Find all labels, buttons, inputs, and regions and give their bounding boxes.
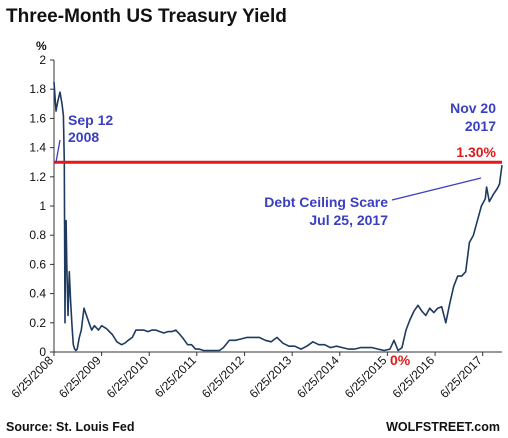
- annotation-label: 1.30%: [456, 144, 496, 160]
- y-tick-label: 0.4: [29, 287, 46, 301]
- watermark: WOLFSTREET.com: [386, 420, 500, 434]
- x-axis: 6/25/2008 6/25/2009 6/25/2010 6/25/2011 6/25…: [8, 351, 502, 401]
- y-axis-unit-label: %: [36, 39, 47, 53]
- x-tick-label: 6/25/2014: [294, 353, 342, 401]
- y-axis: 0 0.2 0.4 0.6 0.8 1 1.2 1.4 1.6 1.8 2: [29, 53, 55, 359]
- annotation-pointer: [55, 139, 61, 163]
- y-tick-label: 1.6: [29, 111, 46, 125]
- x-tick-label: 6/25/2011: [152, 353, 199, 400]
- yield-series-line: [53, 81, 503, 352]
- y-tick-label: 1.8: [29, 82, 46, 96]
- chart-title: Three-Month US Treasury Yield: [6, 6, 287, 27]
- y-tick-label: 0.6: [29, 257, 46, 271]
- y-tick-label: 0: [39, 345, 46, 359]
- x-tick-label: 6/25/2017: [437, 353, 485, 401]
- annotation-label: 0%: [390, 352, 411, 368]
- y-tick-label: 0.2: [29, 316, 46, 330]
- x-tick-label: 6/25/2012: [199, 353, 247, 401]
- x-tick-label: 6/25/2010: [104, 353, 152, 401]
- annotation-layer: Sep 12 2008 Nov 20 2017 1.30% Debt Ceiling Sc…: [55, 100, 497, 368]
- annotation-label: Nov 20 2017: [450, 100, 496, 134]
- y-tick-label: 1.2: [29, 170, 46, 184]
- x-tick-label: 6/25/2009: [56, 353, 104, 401]
- y-tick-label: 1.4: [29, 141, 46, 155]
- series-layer: [53, 81, 503, 352]
- y-tick-label: 0.8: [29, 228, 46, 242]
- x-tick-label: 6/25/2013: [247, 353, 295, 401]
- annotation-label: Sep 12 2008: [68, 112, 113, 145]
- annotation-pointer: [391, 177, 482, 201]
- y-tick-label: 1: [39, 199, 46, 213]
- x-tick-label: 6/25/2015: [342, 353, 390, 401]
- y-tick-label: 2: [39, 53, 46, 67]
- x-tick-label: 6/25/2008: [8, 353, 56, 401]
- source-note: Source: St. Louis Fed: [6, 420, 135, 434]
- annotation-label: Debt Ceiling Scare Jul 25, 2017: [264, 194, 388, 228]
